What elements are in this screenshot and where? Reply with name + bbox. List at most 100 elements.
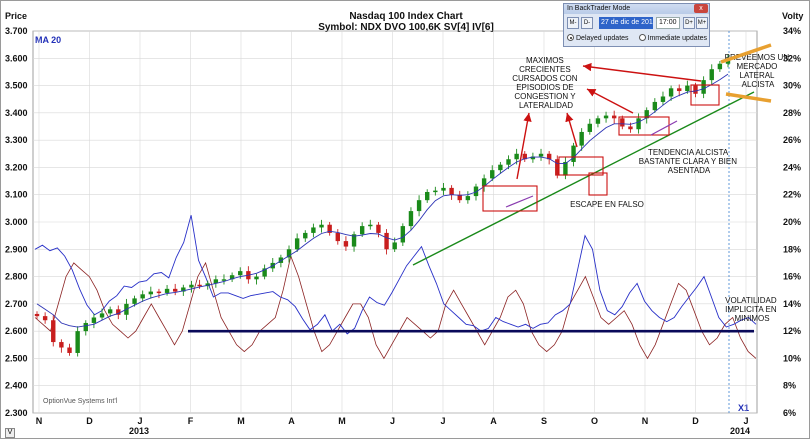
axes: 3.700 34% 3.600 32% 3.500 30% 3.400 28% 3.300 26%… — [5, 26, 801, 436]
x-tick-label: J — [440, 416, 445, 426]
candle-body — [327, 224, 332, 233]
y-tick-label-right: 30% — [783, 81, 801, 91]
lateral-segment — [505, 195, 534, 208]
candle-body — [229, 275, 235, 280]
close-button[interactable]: x — [694, 4, 708, 13]
y-tick-label-left: 2.600 — [5, 326, 28, 336]
y-axis-label-right: Volty — [782, 11, 803, 21]
candle-body — [303, 232, 308, 239]
y-tick-label-left: 3.100 — [5, 190, 28, 200]
candle-body — [636, 118, 641, 130]
watermark: OptionVue Systems Int'l — [43, 398, 118, 405]
candle-body — [587, 123, 592, 132]
prev-day-button[interactable]: D- — [581, 17, 593, 29]
candle-body — [611, 115, 617, 119]
x-tick-label: N — [642, 416, 649, 426]
candle-body — [481, 178, 487, 187]
candle-body — [465, 196, 471, 201]
y-tick-label-left: 2.900 — [5, 244, 28, 254]
y-tick-label-left: 3.600 — [5, 53, 28, 63]
y-tick-label-right: 18% — [783, 244, 801, 254]
candle-body — [652, 101, 658, 111]
trend-line — [412, 91, 755, 266]
y-tick-label-right: 8% — [783, 381, 796, 391]
candle-body — [189, 284, 194, 288]
candle-body — [107, 309, 113, 314]
y-tick-label-right: 26% — [783, 135, 801, 145]
candle-body — [668, 88, 674, 97]
y-tick-label-right: 6% — [783, 408, 796, 418]
time-field[interactable]: 17:00 — [656, 17, 680, 29]
candle-body — [42, 316, 48, 321]
candle-body — [441, 187, 446, 191]
candle-body — [709, 69, 714, 81]
congestion-box — [588, 172, 608, 196]
y-tick-label-left: 3.000 — [5, 217, 28, 227]
radio-selected-icon[interactable] — [567, 34, 574, 41]
candle-body — [181, 287, 186, 292]
candle-body — [335, 232, 340, 242]
chart-subtitle: Symbol: NDX DVO 100,6K SV[4] IV[6] — [318, 22, 494, 33]
annotation-arrow — [582, 62, 702, 82]
candle-body — [384, 232, 389, 250]
candle-body — [343, 241, 349, 247]
candle-body — [620, 118, 625, 127]
date-field[interactable]: 27 de dic de 2013 — [599, 17, 653, 29]
y-tick-label-right: 14% — [783, 299, 801, 309]
y-tick-label-left: 2.700 — [5, 299, 28, 309]
candle-body — [400, 226, 406, 243]
candle-body — [116, 309, 121, 315]
candle-body — [490, 170, 495, 179]
candle-body — [286, 249, 292, 258]
next-day-button[interactable]: D+ — [683, 17, 695, 29]
y-tick-label-left: 3.300 — [5, 135, 28, 145]
congestion-box — [690, 84, 720, 106]
delayed-updates-option[interactable]: Delayed updates — [567, 34, 629, 42]
x-tick-label: D — [692, 416, 699, 426]
congestion-box — [482, 185, 538, 212]
v-button[interactable]: V — [5, 428, 15, 438]
backtrader-update-options: Delayed updates Immediate updates — [567, 34, 709, 45]
channel-line-upper — [720, 43, 772, 64]
immediate-updates-option[interactable]: Immediate updates — [638, 34, 707, 42]
next-month-button[interactable]: M+ — [696, 17, 708, 29]
candle-body — [197, 284, 202, 287]
candle-body — [628, 126, 633, 130]
prev-month-button[interactable]: M- — [567, 17, 579, 29]
x-tick-label: N — [36, 416, 43, 426]
y-tick-label-right: 24% — [783, 162, 801, 172]
x-tick-label: J — [137, 416, 142, 426]
candle-body — [425, 191, 430, 201]
candle-body — [173, 288, 178, 292]
lateral-segment — [650, 120, 678, 136]
candle-body — [83, 322, 88, 332]
y-tick-label-right: 28% — [783, 108, 801, 118]
candle-body — [546, 153, 552, 160]
congestion-box — [558, 156, 604, 176]
x-tick-label: J — [390, 416, 395, 426]
y-tick-label-left: 2.500 — [5, 353, 28, 363]
radio-icon[interactable] — [638, 34, 646, 41]
x-tick-label: M — [237, 416, 245, 426]
candle-body — [677, 88, 682, 92]
ma-label: MA 20 — [35, 35, 61, 45]
candle-body — [34, 313, 40, 317]
annotation-text: TENDENCIA ALCISTA BASTANTE CLARA Y BIEN … — [639, 148, 740, 175]
candle-body — [238, 271, 243, 276]
candle-body — [51, 320, 56, 343]
chart-title: Nasdaq 100 Index Chart — [349, 11, 463, 22]
y-tick-label-right: 12% — [783, 326, 801, 336]
y-tick-label-right: 22% — [783, 190, 801, 200]
y-tick-label-right: 32% — [783, 53, 801, 63]
y-tick-label-left: 2.300 — [5, 408, 28, 418]
candle-body — [449, 187, 454, 195]
y-tick-label-right: 20% — [783, 217, 801, 227]
candle-body — [457, 194, 462, 201]
grid — [33, 30, 757, 414]
candle-body — [408, 211, 414, 227]
y-tick-label-right: 34% — [783, 26, 801, 36]
candle-body — [498, 164, 503, 171]
candle-body — [530, 156, 536, 160]
